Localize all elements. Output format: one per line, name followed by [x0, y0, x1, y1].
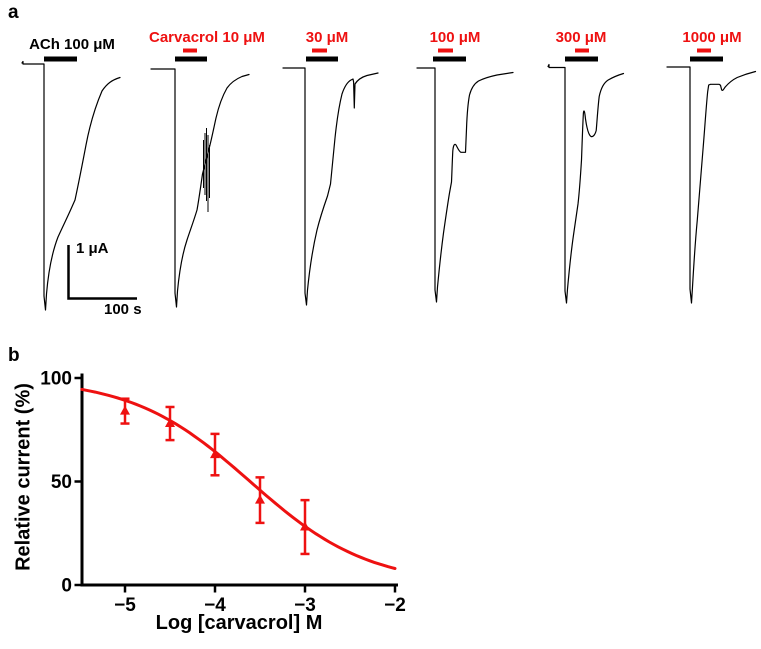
trace-carvacrol-100um — [416, 67, 514, 303]
carvacrol-bar-trace6 — [697, 48, 711, 53]
ach-bar-trace1 — [44, 56, 77, 62]
carvacrol-bar-trace2 — [183, 48, 197, 53]
scale-bar — [67, 245, 137, 300]
ach-bar-trace3 — [306, 56, 338, 62]
trace-label-carvacrol-100um: 100 μM — [429, 29, 481, 46]
data-point-triangle — [255, 494, 265, 504]
panel-a-letter: a — [8, 2, 19, 23]
x-tick-label: −4 — [204, 595, 226, 616]
trace-carvacrol-10um-oscillations — [203, 128, 210, 212]
trace-label-carvacrol-1000um: 1000 μM — [682, 29, 742, 46]
data-point-triangle — [210, 449, 220, 459]
trace-label-carvacrol-30um: 30 μM — [305, 29, 349, 46]
trace-label-carvacrol-300um: 300 μM — [555, 29, 607, 46]
y-tick-label: 100 — [40, 369, 72, 390]
trace-carvacrol-300um — [547, 63, 625, 304]
trace-carvacrol-30um — [282, 67, 379, 306]
trace-carvacrol-10um — [150, 68, 250, 308]
scale-bar-time-label: 100 s — [104, 301, 142, 318]
carvacrol-bar-trace5 — [575, 48, 589, 53]
fit-curve — [80, 387, 397, 570]
trace-carvacrol-1000um — [666, 66, 757, 304]
ach-bar-trace4 — [433, 56, 466, 62]
carvacrol-bar-trace4 — [438, 48, 453, 53]
trace-ach-control — [21, 60, 121, 311]
carvacrol-bar-trace3 — [312, 48, 327, 53]
trace-label-carvacrol-10um: Carvacrol 10 μM — [149, 29, 265, 46]
scale-bar-current-label: 1 μA — [76, 240, 109, 257]
ach-bar-trace5 — [565, 56, 598, 62]
ach-bar-trace2 — [175, 56, 207, 62]
x-tick-label: −3 — [294, 595, 316, 616]
x-tick-label: −5 — [114, 595, 136, 616]
data-point-triangle — [165, 418, 175, 428]
y-tick-label: 0 — [61, 576, 72, 597]
panel-a-traces — [21, 48, 757, 311]
dose-response-chart: −5 −4 −3 −2 0 50 100 — [40, 369, 406, 617]
data-point-triangle — [300, 521, 310, 531]
trace-label-ach: ACh 100 μM — [29, 36, 115, 53]
y-axis-label: Relative current (%) — [12, 383, 35, 571]
data-point-triangle — [120, 405, 130, 415]
x-axis-label: Log [carvacrol] M — [155, 612, 323, 634]
panel-b-letter: b — [8, 345, 20, 366]
x-tick-label: −2 — [384, 595, 406, 616]
y-tick-label: 50 — [51, 472, 72, 493]
ach-bar-trace6 — [690, 56, 723, 62]
